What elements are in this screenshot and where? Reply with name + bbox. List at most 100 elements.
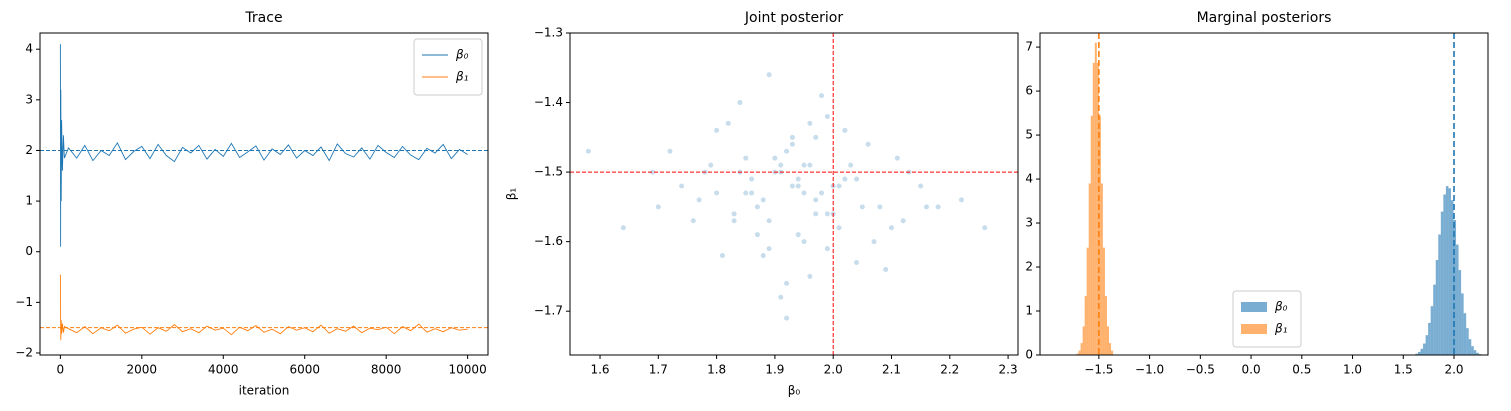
histogram-bar (1096, 62, 1099, 355)
x-tick-label: 8000 (371, 363, 402, 377)
y-tick-label: 2 (25, 143, 33, 157)
histogram-bar (1428, 322, 1431, 355)
scatter-point (807, 273, 813, 279)
histogram-bar (1448, 188, 1451, 355)
histogram-bar (1082, 326, 1085, 355)
scatter-point (719, 253, 725, 259)
x-tick-label: −0.5 (1186, 363, 1215, 377)
y-tick-label: 4 (25, 42, 33, 56)
legend-swatch (1241, 302, 1267, 312)
histogram-bar (1443, 194, 1446, 355)
scatter-point (982, 225, 988, 231)
scatter-point (714, 190, 720, 196)
histogram-bar (1425, 335, 1429, 355)
axes-frame (39, 32, 489, 356)
x-tick-label: 6000 (289, 363, 320, 377)
histogram-bar (1435, 259, 1439, 355)
scatter-point (737, 100, 743, 106)
histogram-bar (1420, 348, 1424, 355)
scatter-point (795, 183, 801, 189)
x-tick-label: 1.0 (1343, 363, 1362, 377)
scatter-point (731, 218, 737, 224)
histogram-bar (1086, 247, 1089, 355)
scatter-point (789, 183, 795, 189)
scatter-point (655, 204, 661, 210)
y-tick-label: 7 (1025, 40, 1033, 54)
histogram-bar (1438, 234, 1441, 355)
histogram-bar (1466, 328, 1469, 355)
scatter-point (714, 127, 720, 133)
x-axis-label: β₀ (788, 384, 801, 398)
histogram-bar (1473, 350, 1477, 355)
y-tick-label: 1 (1025, 304, 1033, 318)
scatter-point (824, 211, 830, 217)
y-tick-label: 0 (1025, 348, 1033, 362)
panel: Joint posterior β₀ β₁ 1.6 1.7 1.8 1.9 2.0 2.1 2.2… (505, 10, 1019, 398)
x-tick-label: 0 (57, 363, 65, 377)
scatter-point (900, 218, 906, 224)
histogram-bar (1458, 270, 1462, 355)
scatter-point (801, 239, 807, 245)
x-tick-label: 1.7 (649, 363, 668, 377)
scatter-point (842, 127, 848, 133)
scatter-point (778, 162, 784, 168)
histogram-bar (1102, 247, 1105, 355)
y-tick-label: 6 (1025, 84, 1033, 98)
scatter-point (696, 197, 702, 203)
panel-title: Joint posterior (744, 10, 843, 26)
panel: Marginal posteriors −1.5 −1.0 −0.5 0.0 0.5 1.0… (1025, 10, 1489, 377)
scatter-point (760, 197, 766, 203)
histogram-bar (1098, 115, 1101, 355)
legend: β₀ β₁ (1232, 290, 1302, 348)
x-tick-label: 10000 (449, 363, 487, 377)
scatter-point (789, 141, 795, 147)
x-tick-label: 4000 (208, 363, 239, 377)
panel: Trace iteration 0 2000 4000 6000 8000 10000 −2 −1… (15, 10, 489, 398)
legend-box (413, 38, 483, 96)
scatter-point (766, 246, 772, 252)
histogram-bar (1430, 306, 1434, 355)
x-axis-label: iteration (239, 384, 290, 398)
scatter-point (784, 148, 790, 154)
x-tick-label: 2.0 (1444, 363, 1463, 377)
scatter-point (871, 239, 877, 245)
histogram-bar (1088, 183, 1091, 355)
plot-area (40, 44, 488, 341)
scatter-point (888, 225, 894, 231)
histogram-bar (1468, 339, 1472, 355)
scatter-point (859, 204, 865, 210)
plot-area (570, 33, 1018, 355)
y-tick-label: 3 (1025, 216, 1033, 230)
histogram-bar (1433, 284, 1436, 355)
legend-label: β₁ (1274, 322, 1288, 336)
trace-line (59, 274, 468, 341)
scatter-point (807, 162, 813, 168)
histogram-bar (1445, 186, 1449, 355)
scatter-point (848, 162, 854, 168)
histogram-bar (1423, 343, 1426, 355)
histogram-bar (1090, 115, 1093, 355)
histogram-bar (1084, 296, 1087, 355)
scatter-point (935, 204, 941, 210)
scatter-point (766, 218, 772, 224)
histogram-bar (1476, 352, 1479, 355)
histogram-bar (1076, 353, 1079, 355)
x-tick-label: 1.9 (765, 363, 784, 377)
x-tick-label: 0.0 (1242, 363, 1261, 377)
scatter-point (731, 211, 737, 217)
panel-title: Marginal posteriors (1197, 10, 1332, 26)
scatter-point (883, 266, 889, 272)
histogram-bar (1471, 346, 1474, 355)
scatter-point (725, 120, 731, 126)
y-tick-label: 3 (25, 92, 33, 106)
scatter-point (819, 93, 825, 99)
scatter-point (784, 280, 790, 286)
scatter-point (743, 155, 749, 161)
y-tick-label: 2 (1025, 260, 1033, 274)
x-tick-label: −1.5 (1084, 363, 1113, 377)
scatter-point (760, 253, 766, 259)
histogram-bar (1080, 343, 1083, 355)
scatter-point (819, 190, 825, 196)
scatter-point (778, 294, 784, 300)
